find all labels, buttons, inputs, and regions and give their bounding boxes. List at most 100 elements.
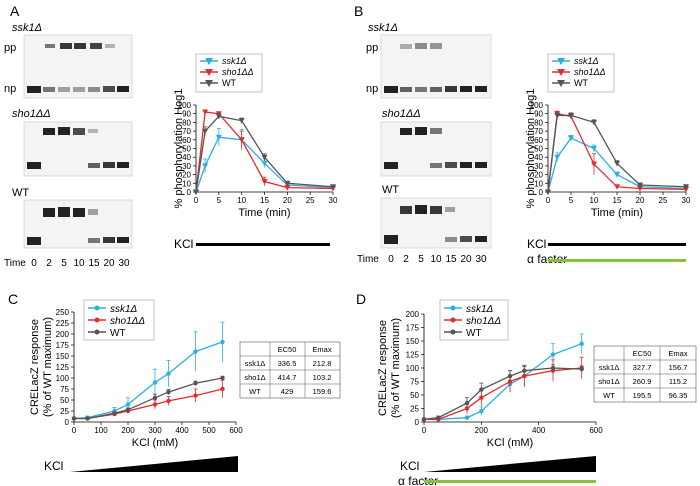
legend-marker-ssk1 [450, 305, 456, 311]
y-tick-label: 30 [182, 162, 191, 171]
kcl-label-b: KCl [527, 237, 546, 251]
legend-marker-ssk1 [557, 58, 565, 65]
y-tick-label: 70 [534, 127, 543, 136]
y-tick-label: 25 [60, 407, 69, 416]
kcl-label-a: KCl [174, 237, 193, 251]
panel-b: B ssk1Δ sho1ΔΔ WT pp np [354, 3, 691, 266]
x-axis-label: KCl (mM) [487, 437, 533, 449]
x-tick-label: 0 [546, 196, 551, 205]
np-label: np [4, 83, 16, 95]
y-tick-label: 100 [56, 374, 70, 383]
data-point [421, 417, 427, 422]
data-point [591, 161, 597, 168]
x-tick-label: 10 [590, 196, 599, 205]
data-point [125, 407, 131, 412]
legend-label-sho1: sho1ΔΔ [110, 316, 145, 327]
data-point [215, 134, 222, 141]
y-tick-label: 60 [534, 136, 543, 145]
band [88, 129, 98, 133]
table-cell: WT [603, 391, 615, 400]
table-cell: 429 [281, 387, 294, 396]
blot-label-wt: WT [12, 187, 29, 199]
y-tick-label: 50 [182, 145, 191, 154]
band [27, 86, 41, 93]
time-ticks-a: 0 2 5 10 15 20 30 [31, 258, 130, 269]
time-tick: 5 [61, 258, 67, 269]
x-tick-label: 500 [202, 426, 216, 435]
y-axis-label: % phosphorylation Hog1 [525, 89, 537, 209]
time-tick: 20 [460, 254, 472, 265]
table-header: EC50 [633, 349, 652, 358]
data-point [554, 112, 561, 119]
table-cell: WT [249, 387, 261, 396]
data-point [193, 381, 198, 386]
blot-label-ssk1: ssk1Δ [368, 22, 398, 34]
y-axis-label: CRELacZ response [29, 319, 41, 415]
band [117, 86, 129, 92]
x-tick-label: 200 [475, 426, 489, 435]
band [73, 128, 85, 135]
x-axis-label: Time (min) [591, 207, 643, 219]
legend-a: ssk1Δ sho1ΔΔ WT [195, 53, 263, 93]
series-line-0 [424, 343, 582, 420]
y-tick-label: 60 [182, 136, 191, 145]
table-cell: 115.2 [669, 377, 687, 386]
y-tick-label: 0 [415, 418, 420, 427]
band [475, 236, 487, 242]
data-point [568, 112, 574, 119]
table-header: Emax [668, 349, 687, 358]
y-axis-label: CRELacZ response [377, 320, 389, 416]
blot-label-sho1: sho1ΔΔ [12, 108, 51, 120]
y-tick-label: 200 [56, 330, 70, 339]
data-point [261, 160, 268, 167]
legend-label-ssk1: ssk1Δ [466, 304, 494, 315]
legend-label-wt: WT [110, 328, 126, 339]
time-tick: 2 [46, 258, 52, 269]
band [43, 128, 55, 135]
band [415, 127, 427, 135]
x-tick-label: 15 [260, 196, 269, 205]
band [430, 87, 442, 92]
data-point [568, 135, 574, 142]
band [430, 43, 442, 49]
data-point [71, 416, 77, 421]
time-tick: 10 [73, 258, 85, 269]
legend-marker-ssk1 [205, 58, 213, 65]
x-tick-label: 100 [94, 426, 108, 435]
blot-label-wt: WT [382, 184, 399, 196]
y-tick-label: 70 [182, 127, 191, 136]
band [88, 238, 100, 243]
table-cell: 96.35 [669, 391, 688, 400]
band [45, 44, 55, 48]
kcl-label-d: KCl [400, 459, 419, 473]
data-point [215, 113, 222, 120]
panel-a: A ssk1Δ sho1ΔΔ WT pp np [4, 3, 338, 269]
y-axis-label-secondary: (% of WT maximum) [42, 317, 54, 417]
y-tick-label: 150 [406, 337, 420, 346]
band [400, 44, 412, 49]
kcl-bar-b [548, 243, 686, 246]
data-point [166, 389, 171, 395]
data-point [152, 380, 158, 385]
table-header: Emax [312, 345, 331, 354]
y-axis-label: % phosphorylation Hog1 [173, 89, 185, 209]
y-tick-label: 75 [410, 378, 419, 387]
data-point [238, 118, 245, 124]
legend-label-sho1: sho1ΔΔ [222, 67, 254, 77]
time-tick: 20 [103, 258, 115, 269]
panel-letter-d: D [356, 291, 366, 307]
table-cell: 195.5 [633, 391, 652, 400]
x-tick-label: 300 [148, 426, 162, 435]
band [60, 43, 72, 49]
data-point [284, 185, 291, 191]
y-tick-label: 175 [56, 341, 70, 350]
panel-letter-b: B [354, 3, 363, 19]
data-point [545, 189, 551, 195]
data-point [166, 371, 171, 376]
band [400, 206, 412, 214]
y-tick-label: 100 [178, 101, 192, 110]
alpha-bar-b [548, 259, 686, 262]
legend-marker-sho1 [205, 69, 213, 76]
table-cell: ssk1Δ [245, 359, 265, 368]
